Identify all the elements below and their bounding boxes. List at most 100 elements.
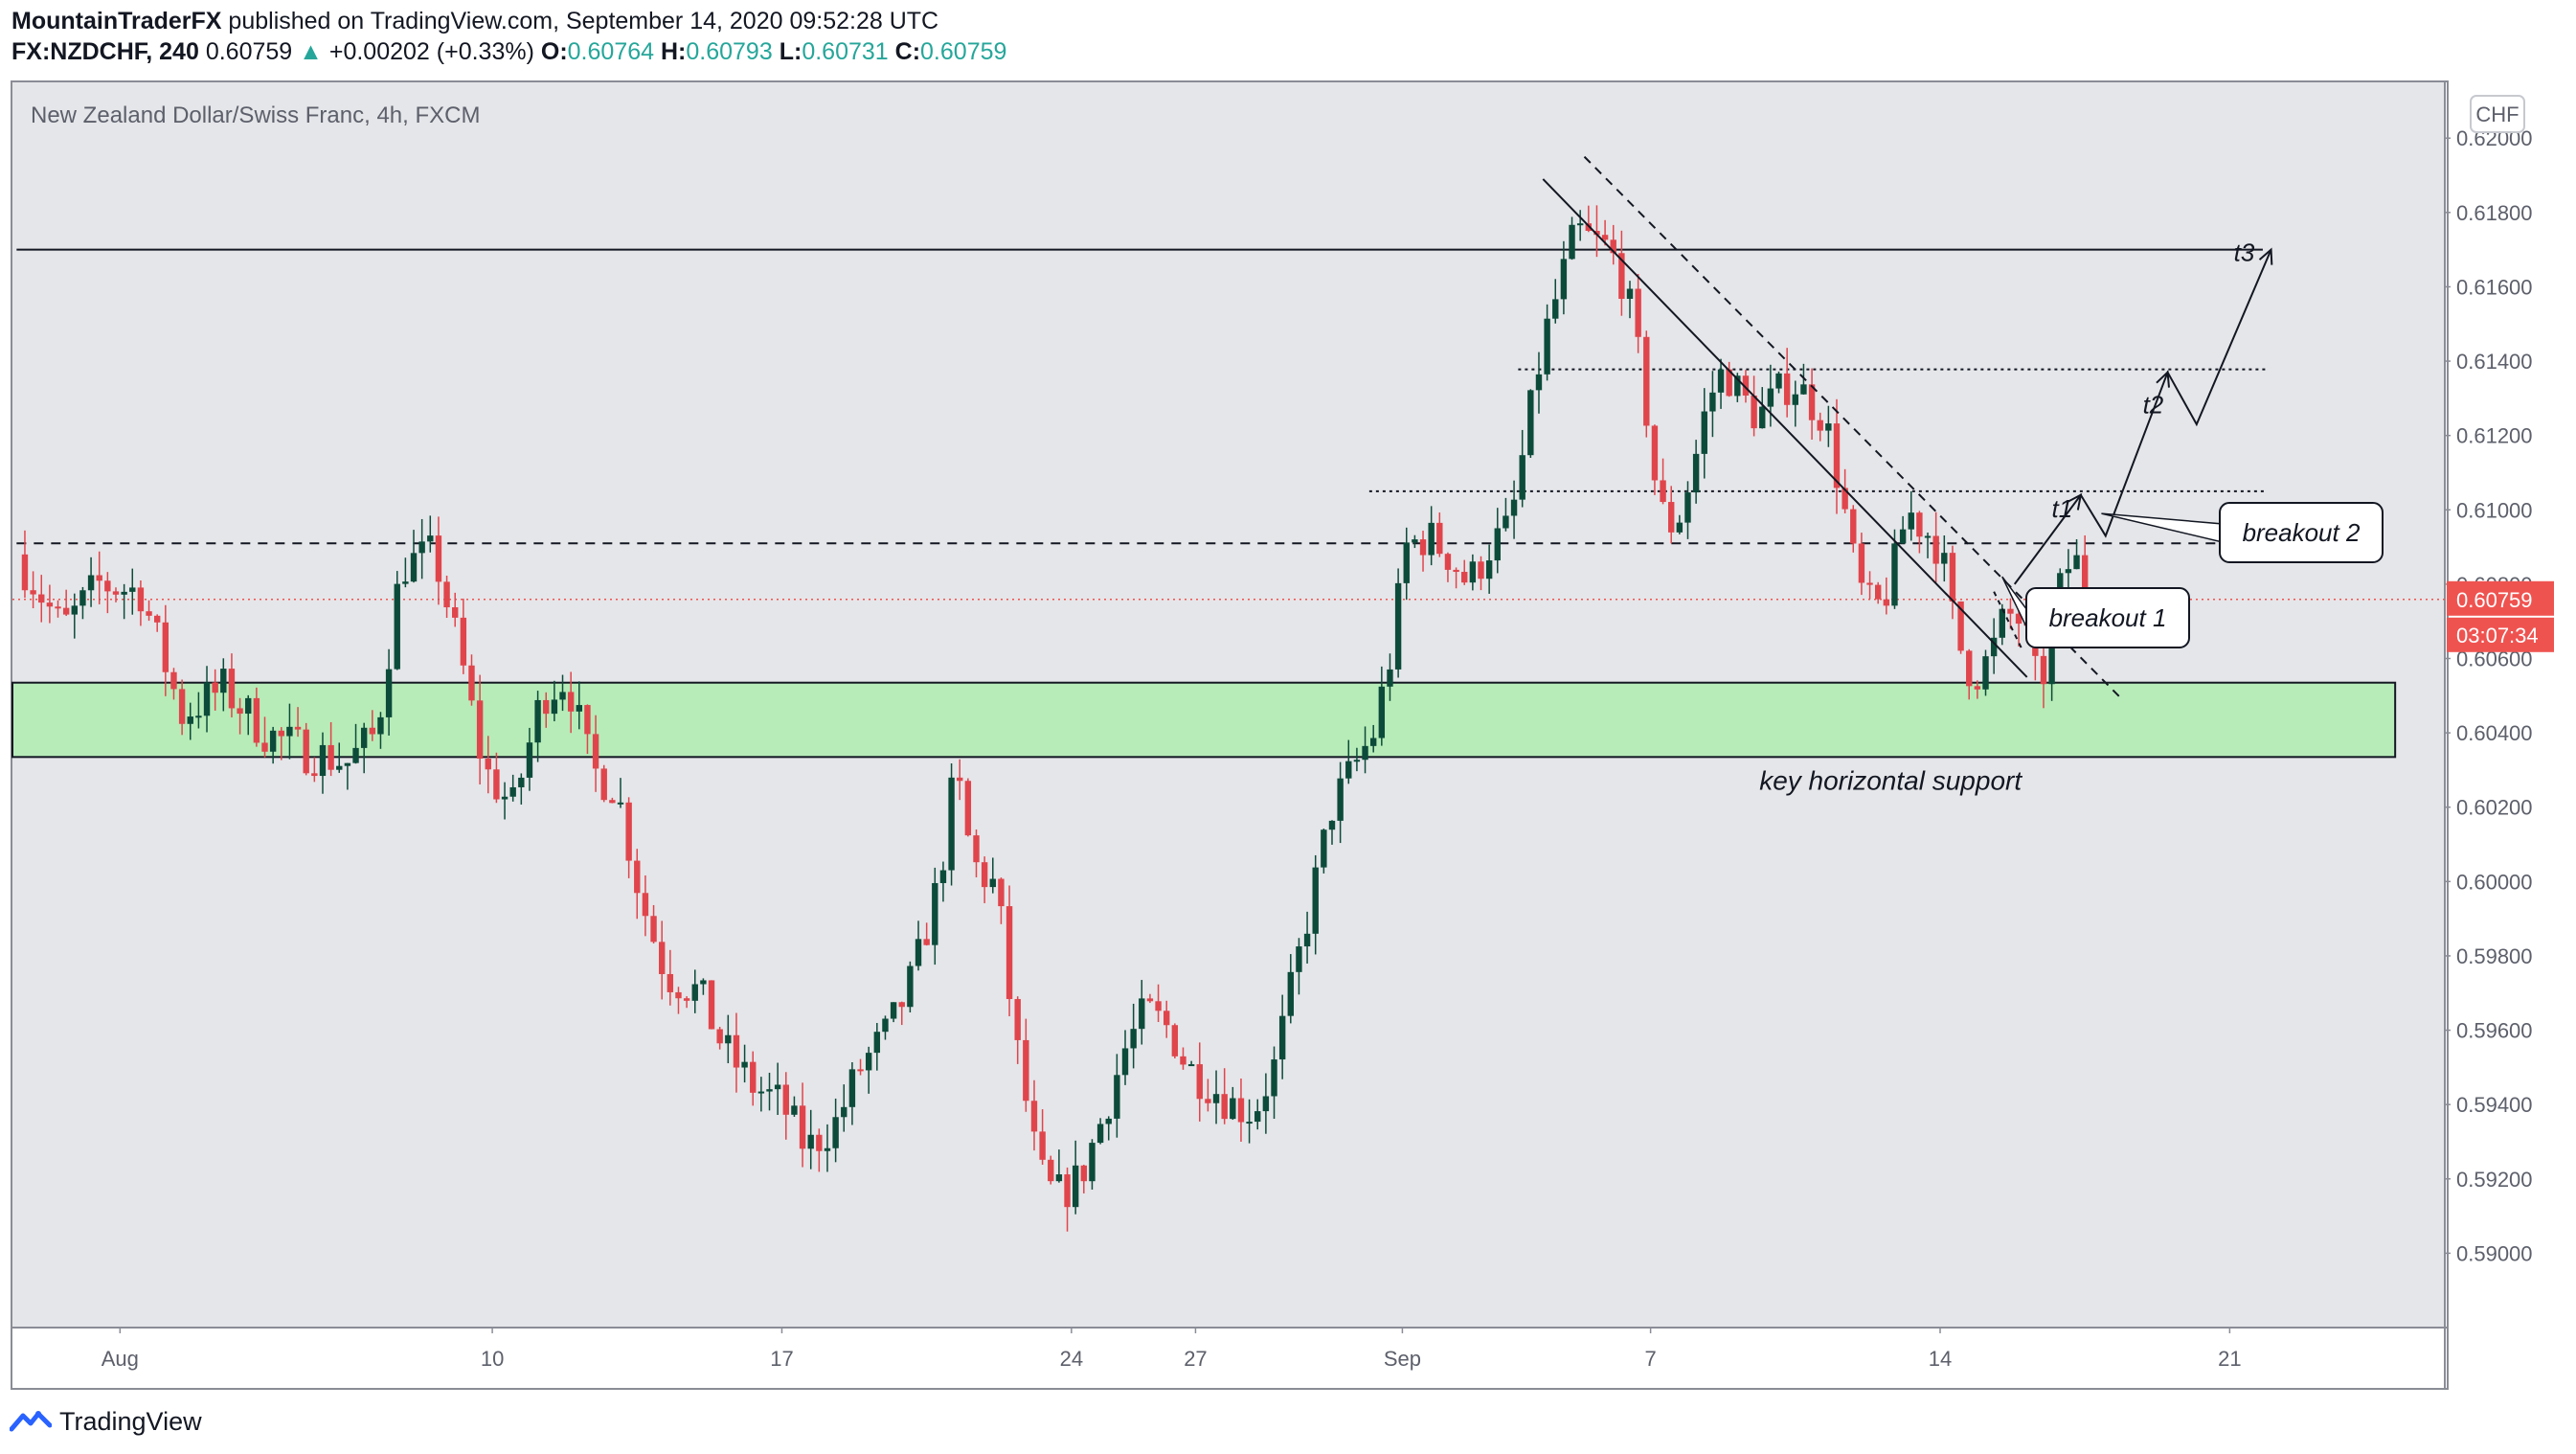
candle-down [898,1002,905,1008]
candle-down [1164,1011,1170,1026]
time-axis[interactable]: Aug 10 17 24 27 Sep 7 14 21 [102,1328,2242,1371]
arrowhead-t2 [2156,370,2170,388]
candle-down [642,893,649,917]
support-zone-layer: key horizontal support [11,681,2397,795]
candle-up [1412,539,1418,543]
candle-down [733,1034,740,1068]
price-tick-label: 0.59600 [2456,1019,2533,1043]
projection-stub [1993,591,2024,652]
candle-up [691,984,698,1001]
price-tick-label: 0.59000 [2456,1241,2533,1265]
candle-down [1618,253,1625,299]
author-name[interactable]: MountainTraderFX [11,8,222,34]
candle-up [336,765,343,770]
candle-down [1030,1101,1038,1132]
candle-up [1246,1122,1253,1125]
candle-up [1767,388,1774,407]
candle-up [2048,616,2055,685]
candle-down [1048,1159,1054,1182]
candle-down [46,602,54,607]
candle-up [1369,738,1377,746]
currency-badge[interactable] [2470,95,2525,133]
candle-up [220,669,227,693]
price-tick-label: 0.59200 [2456,1168,2533,1192]
candle-up [1792,394,1799,405]
candle-up [203,682,211,716]
candle-up [1941,553,1948,564]
author-line: MountainTraderFX published on TradingVie… [11,6,2559,36]
candle-up [1775,373,1782,389]
candle-down [1660,480,1666,503]
candle-down [1751,395,1757,429]
candle-down [1237,1098,1245,1123]
candle-up [1692,453,1700,493]
candle-up [418,541,425,554]
price-tick-label: 0.61200 [2456,424,2533,448]
candle-down [468,665,475,701]
candle-up [1187,1064,1195,1067]
candle-down [1221,1094,1228,1120]
candle-up [824,1147,831,1151]
target-label-t1: t1 [2052,494,2073,523]
support-zone-label: key horizontal support [1759,765,2022,795]
candle-down [153,615,161,623]
candle-down [923,939,930,945]
candle-down [1949,553,1956,602]
candle-down [1858,543,1865,583]
time-tick-label: 17 [770,1347,793,1371]
candle-down [1146,998,1154,1002]
candle-up [1576,223,1584,226]
candle-down [1601,235,1609,240]
candle-up [1825,423,1832,431]
candle-down [567,692,575,712]
candle-up [87,575,95,591]
candle-down [1023,1039,1029,1102]
time-tick-label: 21 [2218,1347,2241,1371]
candle-up [915,939,922,966]
candle-up [269,730,277,752]
candle-down [708,980,715,1030]
candle-down [62,607,70,615]
low-value: 0.60731 [802,38,889,65]
candle-up [1485,560,1493,579]
candle-up [576,705,583,712]
candle-up [129,587,136,592]
tradingview-logo-icon[interactable] [10,1408,52,1435]
candle-up [1394,582,1402,670]
candle-up [791,1105,798,1115]
candle-down [137,587,145,612]
candle-up [1130,1029,1137,1049]
candle-up [1378,686,1386,738]
candle-up [245,697,252,715]
trendline-solid [1542,178,2028,678]
open-label: O: [540,38,568,65]
candle-up [2065,569,2072,574]
candle-up [385,669,393,717]
brand-name[interactable]: TradingView [59,1406,202,1436]
candle-up [939,870,947,883]
candle-up [1353,760,1361,762]
candle-down [1444,554,1452,570]
candle-up [534,699,541,743]
candle-down [104,580,111,592]
candle-up [1114,1075,1120,1119]
candle-down [816,1134,823,1151]
candle-up [1519,455,1525,500]
price-tick-label: 0.59800 [2456,944,2533,968]
price-chart[interactable]: key horizontal support t1 t2 t3 breakout 1 b… [0,0,2576,1398]
candle-up [774,1084,781,1090]
price-tick-label: 0.60200 [2456,796,2533,820]
candle-down [1006,906,1013,1000]
candle-up [187,716,193,724]
candle-down [485,758,491,770]
time-tick-label: 10 [481,1347,504,1371]
projection-path [2013,249,2272,585]
candle-down [1453,569,1459,573]
candle-down [1883,599,1890,606]
candle-up [344,762,351,766]
price-axis[interactable]: 0.620000.618000.616000.614000.612000.610… [2445,126,2554,1265]
last-price-tag [2447,580,2554,616]
candle-down [30,590,36,595]
candle-up [319,744,327,777]
candle-down [600,768,607,801]
